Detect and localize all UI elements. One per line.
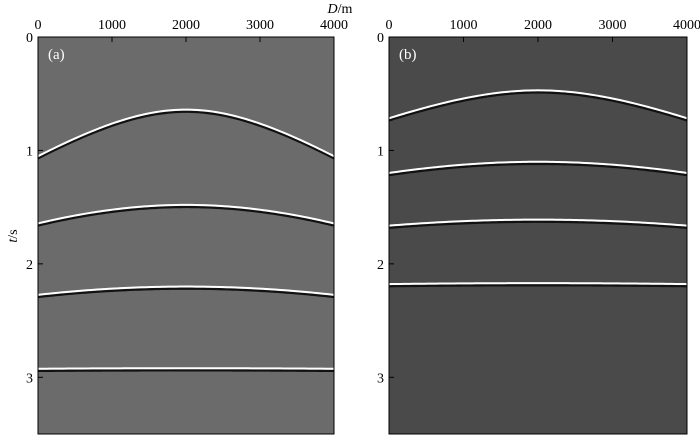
- panel-a: 0 1000 2000 3000 4000 0 1 2 3 (a): [26, 18, 348, 435]
- events: [389, 89, 687, 288]
- event-3-peak: [38, 285, 334, 296]
- event-2-trough: [38, 205, 334, 227]
- y-tick-label: 1: [26, 144, 33, 159]
- x-tick-label: 3000: [246, 18, 274, 33]
- x-tick-label: 1000: [98, 18, 126, 33]
- x-axis-unit: /m: [338, 2, 353, 17]
- x-tick-label: 3000: [599, 18, 627, 33]
- event-4-trough: [38, 369, 334, 373]
- event-4-trough: [389, 284, 687, 288]
- x-tick-label: 2000: [172, 18, 200, 33]
- x-tick-label: 0: [386, 18, 393, 33]
- event-4-peak: [389, 282, 687, 286]
- event-2-peak: [38, 203, 334, 225]
- event-1-trough: [389, 91, 687, 122]
- event-1-peak: [38, 108, 334, 158]
- x-tick-label: 4000: [320, 18, 348, 33]
- x-tick-label: 0: [35, 18, 42, 33]
- y-tick-label: 1: [377, 144, 384, 159]
- y-tick-label: 0: [377, 31, 384, 46]
- panel-label: (a): [48, 47, 65, 63]
- event-4-peak: [38, 367, 334, 370]
- event-3-peak: [389, 218, 687, 227]
- y-tick-label: 3: [26, 371, 33, 386]
- x-tick-label: 2000: [524, 18, 552, 33]
- event-1-trough: [38, 110, 334, 160]
- y-tick-label: 2: [377, 258, 384, 273]
- event-1-peak: [389, 89, 687, 120]
- event-3-trough: [389, 220, 687, 229]
- x-axis-variable: D: [327, 2, 338, 17]
- y-tick-label: 3: [377, 371, 384, 386]
- event-2-trough: [389, 162, 687, 177]
- y-axis-variable: t: [6, 238, 21, 243]
- panel-background: [38, 37, 334, 434]
- panel-label: (b): [399, 47, 417, 63]
- y-axis-unit: /s: [6, 229, 21, 238]
- x-tick-label: 4000: [673, 18, 700, 33]
- x-axis-title: D/m: [327, 2, 353, 17]
- panel-b: 0 1000 2000 3000 4000 0 1 2 3 (b): [377, 18, 700, 435]
- y-tick-label: 0: [26, 31, 33, 46]
- events: [38, 108, 334, 373]
- event-2-peak: [389, 160, 687, 174]
- x-tick-label: 1000: [450, 18, 478, 33]
- y-tick-label: 2: [26, 258, 33, 273]
- panel-background: [389, 37, 687, 434]
- y-axis-title: t/s: [6, 229, 21, 242]
- event-3-trough: [38, 287, 334, 299]
